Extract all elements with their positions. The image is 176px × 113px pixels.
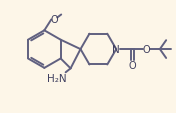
Text: O: O — [143, 45, 150, 55]
Text: O: O — [128, 60, 136, 70]
Text: H₂N: H₂N — [47, 74, 67, 84]
Text: O: O — [51, 15, 58, 25]
Text: N: N — [112, 45, 120, 55]
